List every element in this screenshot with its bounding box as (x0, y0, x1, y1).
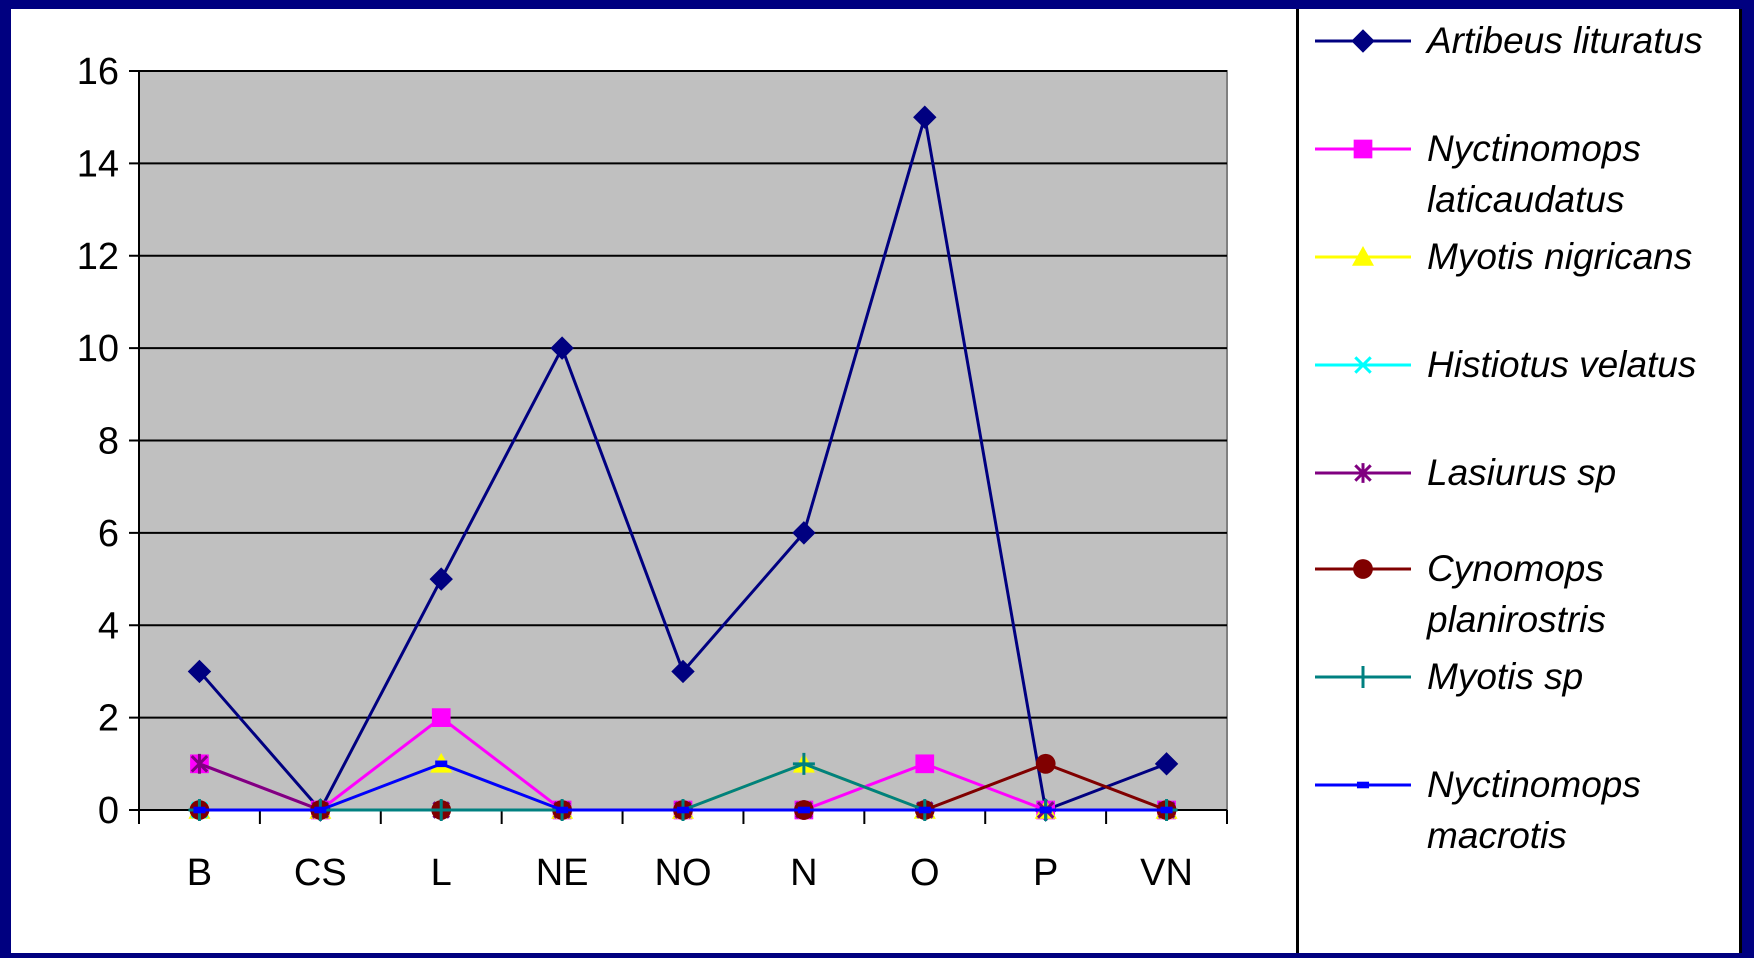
legend-swatch (1315, 29, 1411, 53)
y-tick-label: 10 (77, 328, 119, 370)
data-point (918, 806, 931, 814)
legend-item: Myotis sp (1299, 651, 1739, 751)
legend-item: Nyctinomops laticaudatus (1299, 123, 1739, 223)
data-point (1035, 753, 1056, 774)
x-tick-label: B (187, 852, 212, 894)
legend-item: Nyctinomops macrotis (1299, 759, 1739, 859)
data-point (792, 752, 815, 775)
legend-marker (1354, 356, 1372, 374)
legend-item: Artibeus lituratus (1299, 15, 1739, 115)
legend-swatch (1315, 356, 1411, 374)
legend-marker (1353, 139, 1373, 159)
series-8 (193, 760, 1173, 814)
data-point (1154, 752, 1179, 776)
legend-label: Myotis nigricans (1427, 236, 1693, 277)
x-tick-label: L (431, 852, 452, 894)
legend-marker (1352, 246, 1374, 266)
legend-marker (1352, 666, 1374, 688)
data-point (435, 760, 448, 768)
data-point (550, 336, 574, 360)
x-tick-label: N (790, 852, 817, 894)
data-point (431, 708, 451, 727)
data-point (556, 806, 569, 814)
legend-item: Myotis nigricans (1299, 231, 1739, 331)
y-tick-label: 12 (77, 236, 119, 278)
legend-marker (1351, 29, 1375, 53)
chart-legend: Artibeus lituratus Nyctinomops laticaudat… (1296, 9, 1742, 953)
y-tick-label: 4 (98, 605, 119, 647)
legend-label: Cynomops planirostris (1427, 548, 1606, 640)
legend-item: Cynomops planirostris (1299, 543, 1739, 643)
legend-marker (1353, 559, 1373, 579)
data-point (430, 799, 453, 821)
data-point (913, 105, 937, 129)
legend-swatch (1315, 666, 1411, 688)
y-tick-label: 0 (98, 790, 119, 832)
legend-swatch (1315, 246, 1411, 266)
x-tick-label: NE (536, 852, 589, 894)
y-tick-label: 6 (98, 513, 119, 555)
chart-panel: 0 2 4 6 8 10 12 14 16 B CS L NE NO N O P VN (11, 9, 1307, 953)
legend-item: Histiotus velatus (1299, 339, 1739, 439)
data-point (314, 806, 327, 814)
legend-label: Nyctinomops macrotis (1427, 764, 1641, 856)
legend-marker (1354, 463, 1372, 483)
legend-label: Myotis sp (1427, 656, 1584, 697)
legend-label: Lasiurus sp (1427, 452, 1617, 493)
data-point (190, 753, 209, 774)
legend-marker (1356, 781, 1370, 789)
data-point (797, 806, 810, 814)
data-point (193, 806, 206, 814)
x-tick-label: P (1033, 852, 1058, 894)
data-point (187, 659, 212, 684)
y-tick-label: 8 (98, 421, 119, 463)
y-tick-label: 16 (77, 51, 119, 93)
y-tick-label: 2 (98, 698, 119, 740)
data-point (429, 567, 453, 591)
data-point (676, 806, 690, 814)
x-tick-label: NO (655, 852, 712, 894)
legend-label: Artibeus lituratus (1427, 20, 1703, 61)
data-point (792, 521, 816, 545)
legend-swatch (1315, 139, 1411, 159)
legend-item: Lasiurus sp (1299, 447, 1739, 547)
legend-label: Nyctinomops laticaudatus (1427, 128, 1641, 220)
x-tick-label: VN (1140, 852, 1193, 894)
legend-label: Histiotus velatus (1427, 344, 1697, 385)
data-point (1039, 806, 1052, 814)
data-point (1160, 806, 1173, 814)
data-point (915, 754, 935, 774)
legend-swatch (1315, 463, 1411, 483)
data-point (671, 659, 695, 684)
x-tick-label: CS (294, 852, 347, 894)
y-tick-label: 14 (77, 143, 119, 185)
x-tick-label: O (910, 852, 940, 894)
legend-swatch (1315, 559, 1411, 579)
legend-swatch (1315, 781, 1411, 789)
